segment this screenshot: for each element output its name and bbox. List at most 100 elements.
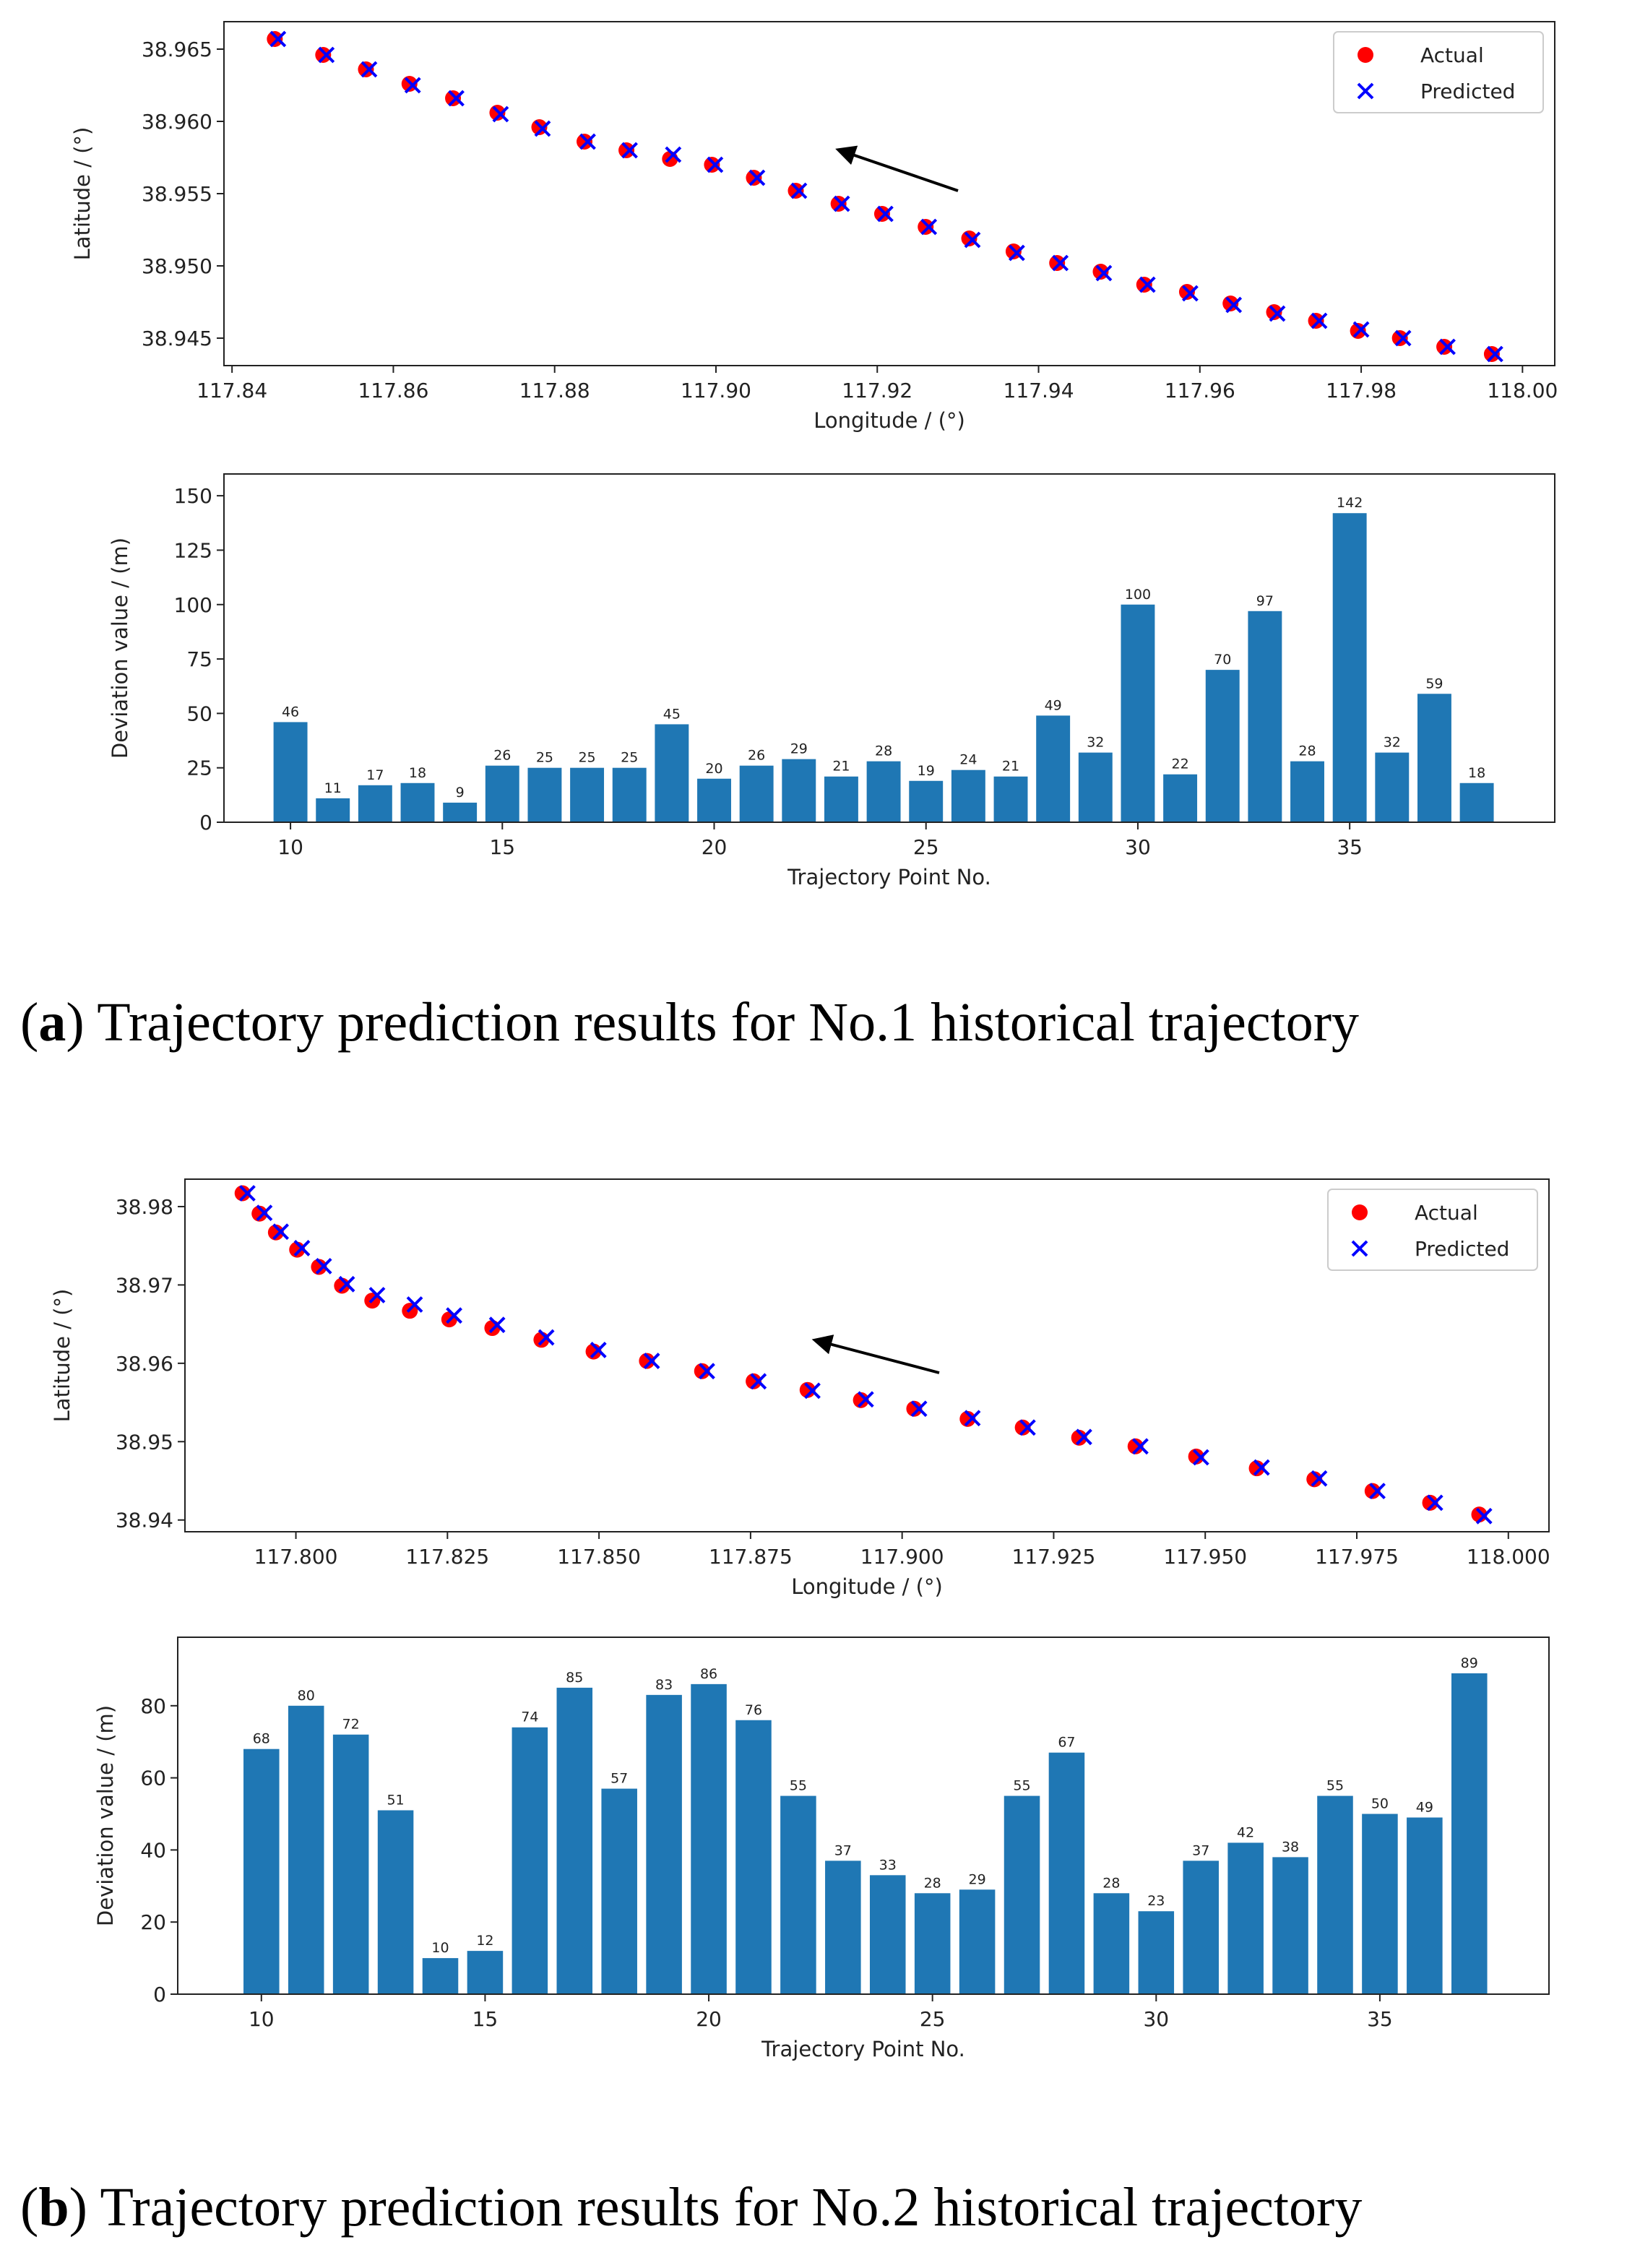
x-tick-label: 117.925 [1012, 1545, 1096, 1569]
bar-value-label: 100 [1125, 587, 1151, 603]
bar-value-label: 22 [1171, 756, 1188, 772]
actual-point [853, 1392, 869, 1408]
bar [332, 1734, 369, 1994]
bar-value-label: 25 [536, 750, 553, 766]
predicted-point [804, 1382, 821, 1400]
legend-box [1333, 31, 1544, 113]
bar [655, 724, 689, 822]
bar-value-label: 67 [1058, 1735, 1075, 1751]
caption: (a) Trajectory prediction results for No… [20, 992, 1359, 1053]
actual-point [918, 219, 934, 235]
y-axis-label: Deviation value / (m) [93, 1705, 118, 1926]
bar [1036, 715, 1071, 822]
predicted-point [877, 205, 894, 223]
actual-point [906, 1400, 923, 1417]
bar [512, 1727, 548, 1994]
predicted-point [590, 1341, 607, 1358]
y-tick-label: 38.960 [142, 110, 212, 134]
y-tick-label: 38.96 [116, 1352, 173, 1376]
predicted-point [406, 1296, 423, 1313]
predicted-point [1253, 1459, 1270, 1476]
x-tick-label: 35 [1337, 835, 1363, 859]
y-axis-label: Latitude / (°) [50, 1289, 74, 1423]
bar [1272, 1857, 1308, 1994]
predicted-point [920, 218, 938, 236]
actual-point [1014, 1419, 1031, 1436]
bar-value-label: 26 [493, 748, 511, 764]
bar [825, 1860, 861, 1994]
legend-label: Actual [1415, 1201, 1478, 1225]
actual-point [694, 1363, 710, 1379]
predicted-point [239, 1185, 256, 1202]
bar [691, 1683, 727, 1994]
x-tick-label: 117.975 [1315, 1545, 1399, 1569]
predicted-point [448, 90, 465, 107]
actual-point [234, 1185, 251, 1202]
bar-value-label: 29 [969, 1871, 986, 1887]
x-tick-label: 117.850 [557, 1545, 641, 1569]
bar [601, 1788, 637, 1994]
predicted-point [538, 1329, 555, 1346]
legend-label: Predicted [1420, 79, 1515, 103]
bar-value-label: 21 [832, 759, 850, 775]
bar [782, 759, 816, 822]
bar [993, 776, 1028, 822]
x-tick-label: 117.86 [358, 379, 428, 402]
bar-value-label: 17 [366, 767, 384, 783]
x-tick-label: 117.98 [1326, 379, 1397, 402]
x-tick-label: 35 [1367, 2007, 1393, 2031]
predicted-point [1075, 1428, 1092, 1446]
bar [1121, 604, 1155, 822]
caption-label: b [38, 2177, 69, 2238]
actual-point [311, 1259, 327, 1275]
y-tick-label: 20 [140, 1910, 166, 1934]
actual-point [267, 31, 283, 47]
bar [914, 1893, 951, 1994]
x-tick-label: 10 [277, 835, 303, 859]
bar-value-label: 59 [1425, 676, 1443, 691]
actual-point [1188, 1448, 1204, 1465]
bar [443, 802, 478, 822]
bar-value-label: 51 [387, 1793, 404, 1808]
bar-value-label: 74 [521, 1709, 538, 1725]
x-tick-label: 118.00 [1487, 379, 1558, 402]
bar [612, 767, 647, 822]
actual-point [251, 1205, 268, 1222]
predicted-point [1181, 285, 1199, 302]
predicted-point [272, 1223, 289, 1241]
y-tick-label: 0 [153, 1983, 166, 2006]
y-tick-label: 38.98 [116, 1195, 173, 1219]
x-tick-label: 117.825 [405, 1545, 489, 1569]
actual-point [267, 1224, 284, 1241]
bar [646, 1694, 682, 1994]
bar [909, 780, 944, 822]
actual-point [618, 142, 635, 158]
bar-value-label: 97 [1256, 593, 1274, 609]
x-axis-label: Longitude / (°) [791, 1574, 943, 1599]
actual-point [1436, 339, 1453, 355]
bar [824, 776, 858, 822]
y-tick-label: 25 [186, 756, 212, 780]
bar [570, 767, 605, 822]
x-tick-label: 25 [913, 835, 939, 859]
y-tick-label: 38.950 [142, 254, 212, 278]
bar [467, 1951, 504, 1994]
bar-value-label: 28 [1102, 1875, 1120, 1891]
bar-value-label: 23 [1147, 1893, 1165, 1909]
bar-value-label: 18 [1468, 765, 1485, 781]
bar-value-label: 33 [879, 1857, 897, 1873]
x-tick-label: 117.90 [681, 379, 751, 402]
predicted-point [1311, 1470, 1328, 1487]
bar-value-label: 89 [1461, 1655, 1478, 1671]
bar [1093, 1893, 1130, 1994]
bar-value-label: 10 [431, 1940, 449, 1956]
actual-point [1391, 330, 1408, 346]
x-tick-label: 10 [249, 2007, 275, 2031]
y-tick-label: 150 [174, 484, 212, 508]
actual-point [746, 170, 762, 186]
predicted-point [707, 156, 724, 173]
bar-value-label: 49 [1045, 697, 1062, 713]
legend-label: Predicted [1415, 1237, 1509, 1261]
actual-point [1306, 1471, 1323, 1488]
y-tick-label: 80 [140, 1694, 166, 1718]
